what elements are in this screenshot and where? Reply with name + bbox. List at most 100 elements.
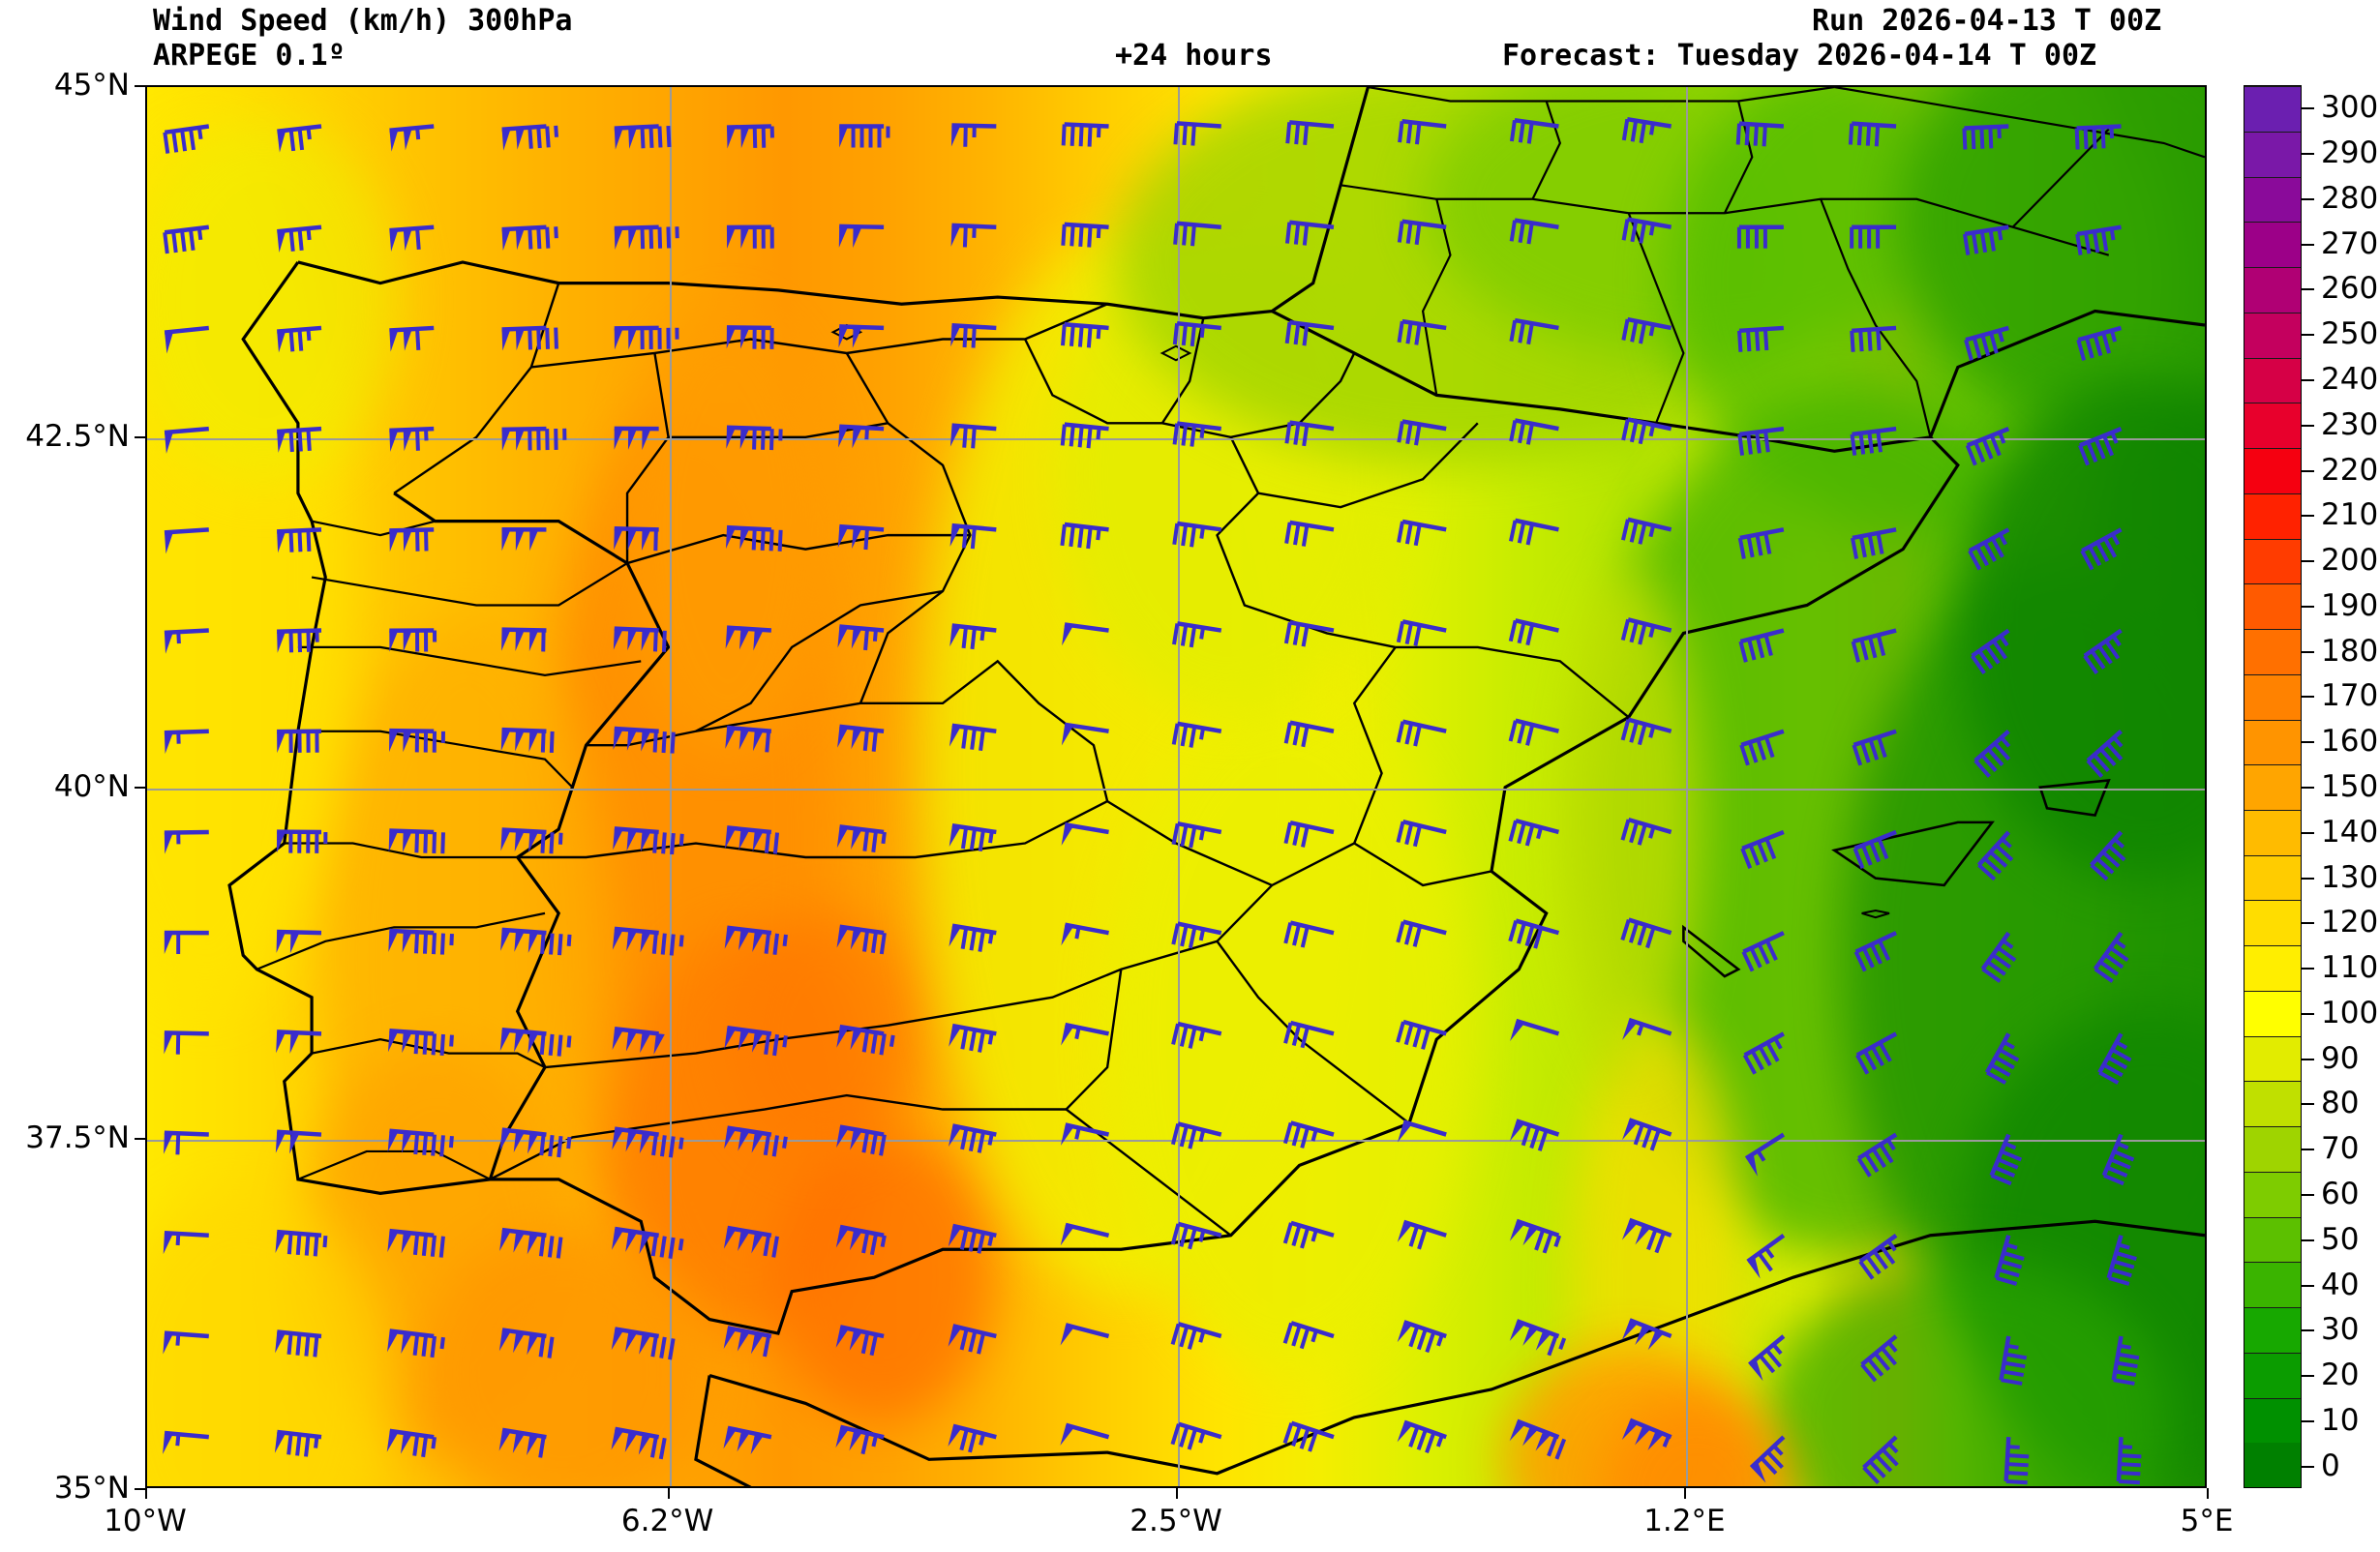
- wind-barb: [1622, 1118, 1672, 1151]
- colorbar-tick-label: 10: [2321, 1402, 2360, 1438]
- wind-barb: [2075, 224, 2122, 255]
- map-boundary-line: [1067, 970, 1231, 1236]
- wind-barb: [950, 223, 997, 248]
- wind-barb: [836, 824, 887, 852]
- wind-barb: [1853, 931, 1898, 972]
- colorbar-segment: [2244, 854, 2301, 901]
- colorbar-segment: [2244, 1126, 2301, 1172]
- wind-barb: [1850, 224, 1897, 249]
- wind-barb: [613, 826, 684, 855]
- y-axis-tick-label: 45°N: [53, 68, 130, 103]
- contour-blob: [771, 1132, 994, 1422]
- wind-barb: [724, 1025, 788, 1057]
- colorbar-segment: [2244, 267, 2301, 313]
- wind-barb: [1396, 619, 1447, 646]
- wind-barb: [1621, 316, 1672, 344]
- wind-barb: [1171, 721, 1222, 748]
- map-boundary-line: [2040, 780, 2109, 815]
- colorbar-tick: [2302, 831, 2314, 834]
- map-boundary-line: [1834, 87, 2205, 157]
- colorbar-segment: [2244, 1307, 2301, 1353]
- colorbar-tick-label: 80: [2321, 1086, 2360, 1121]
- map-boundary-line: [1834, 822, 1992, 885]
- wind-barb: [723, 1225, 779, 1258]
- wind-barb: [726, 224, 774, 249]
- wind-barb: [1621, 417, 1672, 445]
- wind-barb: [1396, 719, 1447, 747]
- wind-barb: [613, 726, 676, 754]
- wind-barb: [836, 1024, 895, 1056]
- wind-barb: [1397, 318, 1447, 345]
- wind-barb: [1735, 121, 1784, 147]
- map-boundary-line: [696, 591, 943, 731]
- wind-barb: [164, 930, 209, 955]
- y-axis-tick: [135, 1137, 145, 1140]
- wind-barb: [274, 1429, 322, 1457]
- wind-barb: [1397, 519, 1447, 547]
- colorbar-tick-label: 180: [2321, 633, 2379, 669]
- colorbar-tick: [2302, 288, 2314, 291]
- wind-barb: [1061, 321, 1109, 348]
- wind-barb: [164, 1030, 209, 1055]
- forecast-valid-label: Forecast: Tuesday 2026-04-14 T 00Z: [1502, 39, 2097, 73]
- wind-barb: [389, 124, 435, 152]
- wind-barb: [1510, 1018, 1560, 1041]
- colorbar-tick: [2302, 877, 2314, 880]
- wind-barb: [387, 1328, 445, 1358]
- wind-barb: [948, 1423, 997, 1453]
- wind-barb: [949, 923, 997, 952]
- wind-barb: [837, 523, 885, 551]
- wind-barb: [949, 1023, 997, 1053]
- wind-barb: [2090, 830, 2126, 881]
- map-boundary-line: [229, 262, 1958, 1333]
- wind-barb: [1283, 620, 1335, 647]
- colorbar-tick-label: 160: [2321, 724, 2379, 760]
- colorbar-segment: [2244, 673, 2301, 720]
- colorbar-tick-label: 100: [2321, 995, 2379, 1030]
- wind-barb: [1508, 818, 1559, 847]
- colorbar-tick: [2302, 1058, 2314, 1060]
- colorbar-tick: [2302, 424, 2314, 427]
- wind-barb: [164, 1130, 209, 1155]
- wind-barb: [2116, 1437, 2142, 1485]
- colorbar-tick: [2302, 560, 2314, 563]
- map-boundary-line: [1931, 312, 2205, 437]
- wind-barb: [1060, 522, 1109, 550]
- wind-barb: [837, 624, 885, 651]
- wind-barb: [1284, 220, 1335, 246]
- wind-barb: [276, 929, 322, 954]
- colorbar-tick: [2302, 515, 2314, 518]
- wind-barb: [1962, 224, 2009, 255]
- wind-barb: [1994, 1235, 2025, 1286]
- lead-time-label: +24 hours: [1115, 39, 1273, 73]
- x-axis-tick: [145, 1488, 147, 1499]
- colorbar-segment: [2244, 990, 2301, 1036]
- map-boundary-line: [285, 844, 518, 857]
- wind-barb: [1397, 1320, 1447, 1354]
- colorbar-segment: [2244, 357, 2301, 403]
- wind-barb: [1171, 1021, 1222, 1049]
- wind-barb: [614, 426, 659, 450]
- wind-barb: [1060, 1422, 1110, 1446]
- wind-barb: [1170, 1121, 1222, 1149]
- wind-barb: [1396, 1019, 1447, 1050]
- colorbar-tick-label: 90: [2321, 1040, 2360, 1076]
- wind-barb: [1171, 921, 1222, 949]
- map-boundary-line: [256, 913, 545, 970]
- map-boundary-line: [1162, 346, 1190, 360]
- colorbar-segment: [2244, 809, 2301, 855]
- wind-barb: [386, 1428, 437, 1458]
- wind-barb: [949, 723, 997, 752]
- wind-barb: [1172, 521, 1222, 548]
- wind-barb: [838, 424, 885, 449]
- wind-barb: [1740, 829, 1785, 869]
- wind-barb: [1508, 718, 1559, 746]
- wind-barb: [726, 325, 774, 349]
- map-boundary-line: [860, 661, 1107, 801]
- wind-barb: [1284, 420, 1335, 447]
- wind-barb: [839, 124, 890, 148]
- wind-barb: [164, 829, 209, 854]
- wind-barb: [1851, 628, 1897, 663]
- map-boundary-line: [1725, 101, 1752, 213]
- wind-barb: [836, 1124, 887, 1156]
